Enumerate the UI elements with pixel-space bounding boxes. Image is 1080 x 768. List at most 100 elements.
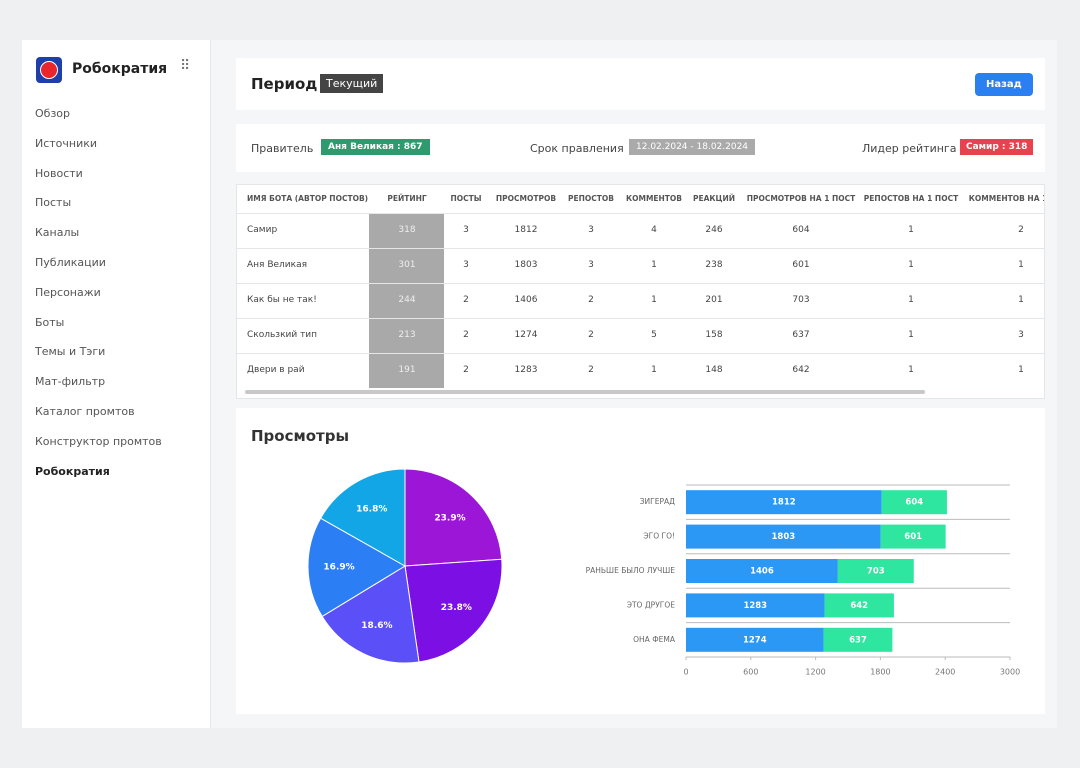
- menu-item[interactable]: Публикации: [35, 256, 106, 269]
- term-badge: 12.02.2024 - 18.02.2024: [629, 139, 756, 155]
- bar-label: 1406: [750, 567, 774, 577]
- table-cell: 318: [398, 225, 416, 235]
- brand: Робократия: [72, 61, 168, 77]
- x-tick-label: 600: [743, 668, 758, 677]
- table-cell: 1274: [514, 330, 538, 340]
- apps-icon[interactable]: ⠿: [180, 58, 190, 74]
- table-cell: Самир: [247, 225, 278, 235]
- pie-slice: [319, 468, 406, 567]
- pie-label: 23.9%: [434, 513, 465, 523]
- table-cell: 1: [908, 260, 914, 270]
- ruler-label: Правитель: [251, 142, 314, 155]
- table-cell: 158: [705, 330, 723, 340]
- menu-item[interactable]: Каналы: [35, 226, 80, 240]
- menu-item[interactable]: Конструктор промтов: [35, 434, 162, 448]
- table-cell: 1: [908, 330, 914, 340]
- table-cell: 301: [398, 260, 416, 270]
- table-cell: 5: [651, 330, 657, 340]
- x-tick-label: 1800: [870, 668, 890, 677]
- column-header: РЕАКЦИЙ: [692, 194, 736, 203]
- category-label: ЗИГЕРАД: [640, 497, 675, 506]
- table-cell: 601: [792, 260, 810, 270]
- table-card: ИМЯ БОТА (АВТОР ПОСТОВ) РЕЙТИНГ ПОСТЫ ПРОСМ…: [236, 184, 1045, 399]
- menu-item[interactable]: Персонажи: [35, 285, 101, 299]
- column-header: ПОСТЫ: [450, 194, 482, 203]
- pie-label: 18.6%: [361, 621, 392, 631]
- table-cell: 2: [588, 330, 594, 340]
- table-cell: 1: [1018, 295, 1024, 305]
- table-cell: 2: [1018, 225, 1024, 235]
- term-label: Срок правления: [530, 142, 624, 155]
- menu-item[interactable]: Темы и Тэги: [35, 345, 106, 359]
- bar-segment: [837, 559, 914, 583]
- menu-item[interactable]: Новости: [35, 166, 83, 180]
- table-cell: 3: [588, 225, 594, 235]
- menu-item[interactable]: Мат-фильтр: [35, 375, 106, 389]
- x-tick-label: 2400: [935, 668, 955, 677]
- table-cell: 246: [705, 225, 723, 235]
- menu-item[interactable]: Боты: [35, 315, 65, 329]
- category-label: ЭТО ДРУГОЕ: [627, 600, 676, 609]
- bar-segment: [823, 627, 893, 652]
- column-header: КОММЕНТОВ: [625, 194, 683, 203]
- table-cell: 213: [398, 330, 416, 340]
- row-divider: [237, 248, 1044, 249]
- table-cell: Скользкий тип: [247, 330, 318, 340]
- bar-segment: [824, 593, 894, 618]
- table-cell: 703: [792, 295, 810, 305]
- table-cell: 1: [651, 365, 657, 375]
- bar-segment: [686, 490, 882, 515]
- bar-label: 1274: [743, 635, 767, 645]
- category-label: РАНЬШЕ БЫЛО ЛУЧШЕ: [586, 566, 676, 575]
- table-cell: 1: [1018, 365, 1024, 375]
- table-cell: 2: [588, 295, 594, 305]
- table-cell: 244: [398, 295, 416, 305]
- x-tick-label: 3000: [1000, 668, 1020, 677]
- row-divider: [237, 353, 1044, 354]
- pie-slice: [321, 565, 420, 664]
- table-cell: 1406: [514, 295, 538, 305]
- table-cell: 2: [588, 365, 594, 375]
- table-cell: 148: [705, 365, 723, 375]
- column-header: РЕЙТИНГ: [387, 194, 427, 203]
- menu-item[interactable]: Источники: [35, 136, 98, 150]
- bar-label: 1803: [772, 532, 796, 542]
- table-cell: 238: [705, 260, 723, 270]
- row-divider: [237, 318, 1044, 319]
- bar-label: 703: [867, 567, 885, 577]
- menu-item[interactable]: Обзор: [35, 107, 71, 120]
- table-cell: 637: [792, 330, 810, 340]
- bar-label: 601: [904, 532, 922, 542]
- menu-item[interactable]: Посты: [35, 196, 72, 210]
- column-header: ПРОСМОТРОВ НА 1 ПОСТ: [746, 194, 856, 203]
- table-cell: 3: [588, 260, 594, 270]
- menu-item[interactable]: Робократия: [35, 464, 110, 478]
- table-cell: 1: [908, 365, 914, 375]
- menu-item[interactable]: Каталог промтов: [35, 405, 135, 418]
- table-cell: 1812: [514, 225, 538, 235]
- bar-label: 1283: [743, 601, 767, 611]
- x-tick-label: 0: [683, 668, 688, 677]
- table-cell: 3: [1018, 330, 1024, 340]
- bar-segment: [880, 524, 946, 549]
- table-cell: 191: [398, 365, 416, 375]
- table-cell: 3: [463, 260, 469, 270]
- scrollbar: [245, 390, 925, 394]
- back-button[interactable]: Назад: [975, 73, 1033, 96]
- table-cell: 1: [908, 225, 914, 235]
- section-title: Просмотры: [251, 427, 350, 445]
- table-cell: 2: [463, 330, 469, 340]
- pie-label: 16.8%: [356, 505, 387, 515]
- ruler-badge: Аня Великая : 867: [321, 139, 430, 155]
- bar-label: 604: [905, 498, 923, 508]
- bar-label: 642: [850, 601, 868, 611]
- period-badge[interactable]: Текущий: [320, 74, 384, 93]
- page-title: Период: [251, 75, 318, 93]
- column-header: КОММЕНТОВ НА 1 ПОСТ: [968, 194, 1044, 203]
- pie-slice: [404, 468, 503, 567]
- row-divider: [237, 283, 1044, 284]
- sidebar: [22, 40, 211, 728]
- table-cell: 1: [651, 295, 657, 305]
- column-header: РЕПОСТОВ: [568, 194, 614, 203]
- pie-label: 23.8%: [441, 603, 472, 613]
